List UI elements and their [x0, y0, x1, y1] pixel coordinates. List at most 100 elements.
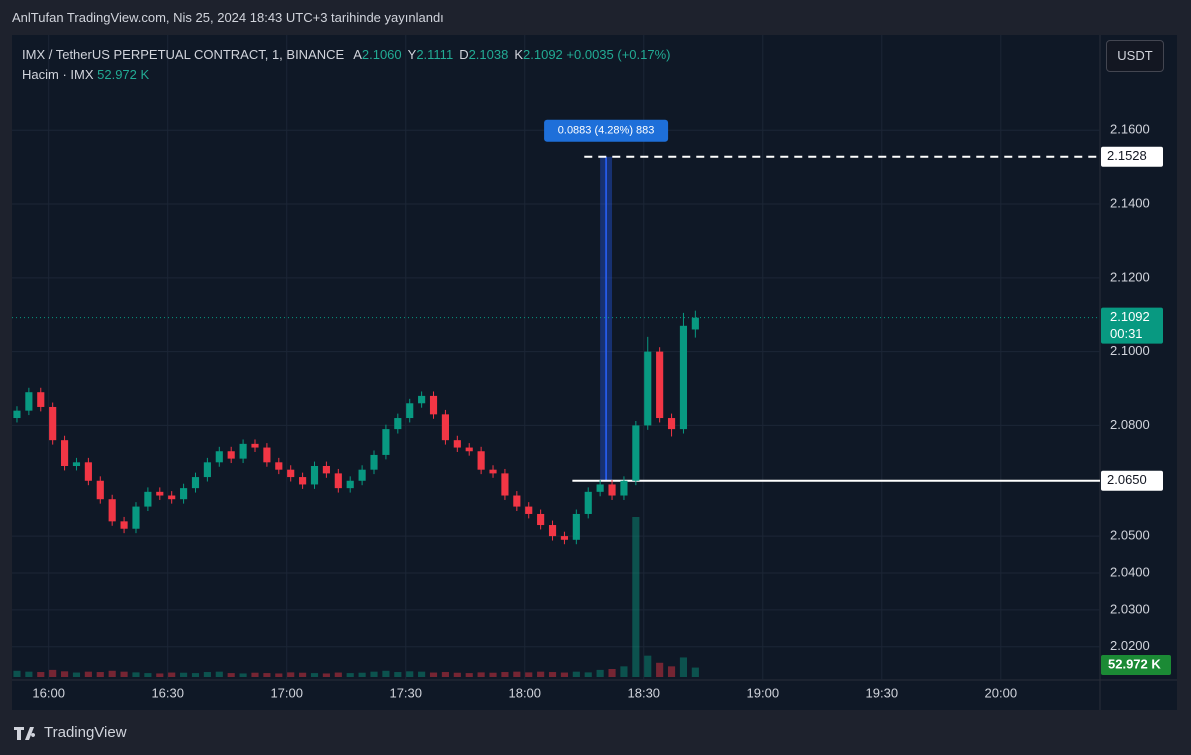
candle-body	[346, 480, 354, 489]
candle-body	[13, 410, 21, 419]
volume-bar	[382, 670, 390, 677]
volume-bar	[608, 669, 616, 677]
tradingview-logo	[14, 727, 36, 740]
x-tick-label: 17:30	[389, 685, 422, 700]
candle-body	[358, 469, 366, 481]
candle-body	[644, 351, 652, 426]
ohlc-key: Y	[407, 47, 417, 62]
volume-bar	[132, 672, 140, 677]
x-tick-label: 18:30	[628, 685, 661, 700]
volume-bar	[84, 671, 92, 677]
y-tick-label: 2.1000	[1110, 343, 1150, 358]
volume-bar	[572, 671, 580, 677]
candle-body	[608, 484, 616, 496]
x-tick-label: 16:00	[32, 685, 65, 700]
ohlc-key: K	[514, 47, 524, 62]
y-tick-label: 2.0200	[1110, 638, 1150, 653]
candle-body	[191, 477, 200, 489]
volume-bar	[334, 672, 342, 677]
candle-body	[239, 443, 247, 459]
y-tick-label: 2.1600	[1110, 122, 1150, 137]
volume-bar	[644, 655, 652, 677]
chart-background	[12, 35, 1177, 710]
candle-body	[263, 447, 271, 463]
brand: TradingView	[44, 724, 127, 741]
candle-body	[84, 462, 92, 481]
volume-bar	[584, 672, 592, 677]
candle-body	[108, 499, 116, 522]
candle-body	[72, 462, 81, 466]
volume-bar	[632, 517, 640, 677]
price-tag: 2.0650	[1107, 472, 1147, 487]
candle-body	[251, 443, 259, 448]
volume-bar	[120, 671, 128, 677]
candle-body	[572, 513, 580, 540]
volume-bar	[263, 673, 271, 677]
y-tick-label: 2.1400	[1110, 195, 1150, 210]
volume-bar	[191, 673, 200, 677]
candle-body	[632, 425, 640, 481]
measure-label: 0.0883 (4.28%) 883	[558, 125, 655, 137]
candle-body	[310, 466, 319, 485]
volume-tag-bg	[1101, 655, 1171, 675]
ohlc-value: 2.1060	[361, 47, 402, 62]
current-price-bg	[1101, 307, 1163, 344]
candle-body	[382, 429, 390, 455]
candle-body	[275, 462, 283, 470]
volume-bar	[620, 666, 628, 677]
candle-body	[548, 525, 557, 537]
candle-body	[489, 469, 497, 474]
volume-bar	[156, 673, 164, 677]
candle-body	[679, 325, 688, 430]
candle-body	[441, 414, 449, 441]
volume-bar	[180, 672, 188, 677]
volume-bar	[394, 672, 402, 677]
x-tick-label: 17:00	[270, 685, 303, 700]
candle-body	[525, 506, 533, 514]
candle-body	[96, 480, 104, 500]
volume-bar	[25, 671, 33, 677]
volume-bar	[537, 671, 545, 677]
volume-bar	[429, 672, 438, 677]
candle-body	[144, 491, 152, 507]
volume-bar	[144, 673, 152, 677]
volume-bar	[61, 671, 69, 677]
currency-button[interactable]: USDT	[1106, 40, 1164, 72]
candle-body	[691, 317, 699, 330]
volume-value: 52.972 K	[97, 67, 150, 82]
candle-body	[299, 477, 307, 485]
y-tick-label: 2.1200	[1110, 269, 1150, 284]
candle-body	[227, 451, 235, 459]
candle-body	[370, 454, 378, 470]
x-tick-label: 19:30	[866, 685, 899, 700]
y-tick-label: 2.0300	[1110, 601, 1150, 616]
x-tick-label: 18:00	[508, 685, 541, 700]
volume-bar	[37, 672, 45, 677]
candle-body	[120, 521, 128, 529]
volume-bar	[548, 672, 557, 677]
candle-body	[537, 513, 545, 526]
candle-body	[465, 447, 473, 452]
volume-bar	[72, 672, 81, 677]
current-price: 2.1092	[1110, 309, 1150, 324]
candle-body	[560, 536, 569, 540]
volume-bar	[453, 672, 461, 677]
candle-body	[453, 440, 461, 448]
volume-bar	[287, 672, 295, 677]
candle-body	[37, 392, 45, 407]
candle-body	[596, 484, 604, 492]
volume-bar	[251, 672, 259, 677]
ohlc-key: D	[459, 47, 469, 62]
ohlc: A2.1060 Y2.1111 D2.1038 K2.1092	[344, 47, 563, 62]
x-tick-label: 16:30	[151, 685, 184, 700]
symbol: IMX / TetherUS PERPETUAL CONTRACT, 1, BI…	[22, 47, 345, 62]
volume-bar	[477, 672, 485, 677]
volume-bar	[203, 672, 211, 677]
y-tick-label: 2.0500	[1110, 528, 1150, 543]
candle-body	[406, 403, 414, 419]
price-tag: 2.1528	[1107, 148, 1147, 163]
candle-body	[334, 473, 342, 489]
volume-bar	[679, 657, 688, 677]
candle-body	[513, 495, 521, 507]
